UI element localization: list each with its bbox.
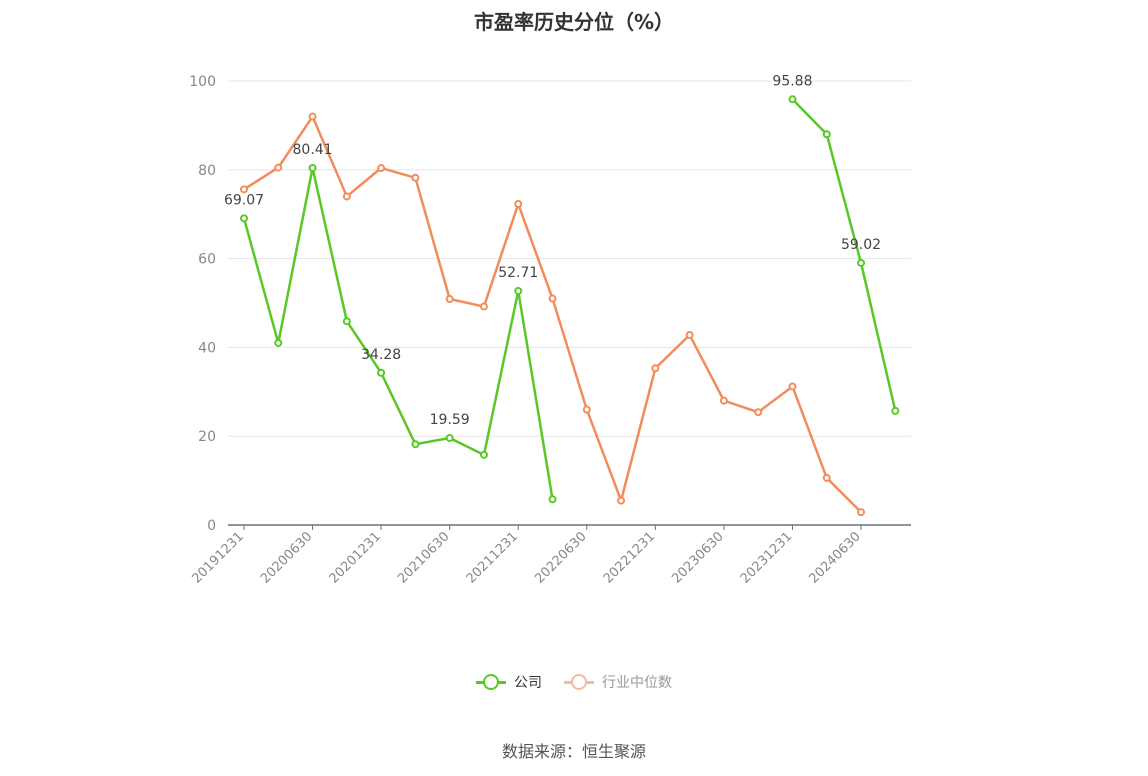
company-point [479,450,488,459]
industry-point [754,408,763,417]
industry-point [685,330,694,339]
grid-lines [228,80,911,437]
legend-company-marker-icon [476,674,506,690]
company-line-segment [242,166,554,500]
chart-title: 市盈率历史分位（%） [473,10,675,34]
company-data-label: 34.28 [361,347,401,363]
y-tick-label: 80 [198,163,216,179]
x-tick-label: 20191231 [189,529,246,586]
industry-point [788,382,797,391]
industry-point [274,163,283,172]
company-data-label: 80.41 [293,142,333,158]
industry-point [342,192,351,201]
industry-point [582,405,591,414]
industry-point [719,396,728,405]
company-point [445,434,454,443]
company-point [274,338,283,347]
x-tick-label: 20200630 [258,529,315,586]
industry-point [377,164,386,173]
industry-point [411,173,420,182]
industry-point [857,508,866,517]
x-tick-label: 20201231 [327,529,384,586]
industry-point [445,295,454,304]
company-data-label: 95.88 [772,73,812,89]
x-tick-label: 20210630 [395,529,452,586]
company-data-label: 69.07 [224,192,264,208]
company-point [857,258,866,267]
x-tick-label: 20220630 [532,529,589,586]
company-line-segment [791,98,897,412]
y-tick-label: 0 [207,518,216,534]
industry-point [617,496,626,505]
y-tick-label: 60 [198,252,216,268]
company-point [891,406,900,415]
x-tick-label: 20221231 [601,529,658,586]
data-source: 数据来源：恒生聚源 [501,742,646,761]
x-axis: 20191231 20200630 20201231 20210630 20211231… [189,524,911,587]
industry-point [479,302,488,311]
x-tick-label: 20231231 [738,529,795,586]
data-labels: 69.07 80.41 34.28 19.59 52.71 95.88 59.02 [224,73,881,428]
industry-point [548,294,557,303]
company-point [240,214,248,223]
industry-point [240,185,248,194]
company-data-label: 52.71 [498,265,538,281]
industry-point [822,473,831,482]
y-tick-label: 40 [198,340,216,356]
y-axis: 0 20 40 60 80 100 [189,74,216,534]
legend-item-company[interactable]: 公司 [476,672,542,692]
industry-point [651,364,660,373]
industry-point [514,199,523,208]
x-tick-label: 20211231 [464,529,521,586]
company-point [377,368,386,377]
legend-item-industry-median[interactable]: 行业中位数 [564,672,672,692]
x-tick-label: 20230630 [669,529,726,586]
company-point [822,130,831,139]
series-layer [240,95,900,517]
industry-line-segment [243,115,862,514]
y-tick-label: 20 [198,429,216,445]
y-tick-label: 100 [189,74,216,90]
x-tick-label: 20240630 [806,529,863,586]
legend: 公司 行业中位数 [0,672,1148,692]
company-point [411,440,420,449]
company-point [788,95,797,104]
company-point [342,317,351,326]
legend-industry-marker-icon [564,674,594,690]
industry-point [308,112,317,121]
legend-industry-label: 行业中位数 [602,675,672,691]
company-data-label: 19.59 [430,412,470,428]
company-point [308,163,317,172]
company-point [514,286,523,295]
company-point [548,495,557,504]
legend-company-label: 公司 [514,675,542,691]
company-data-label: 59.02 [841,237,881,253]
